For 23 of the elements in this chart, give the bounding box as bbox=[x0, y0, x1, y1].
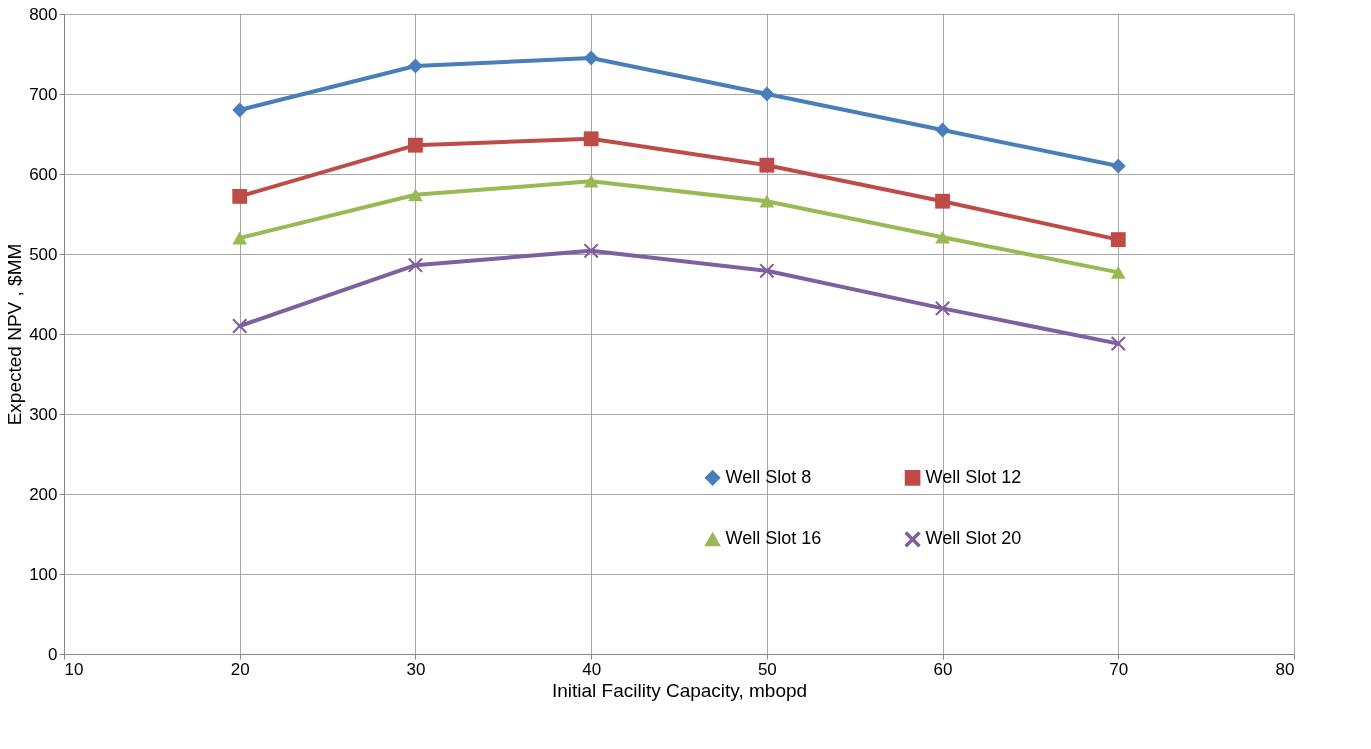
y-tick-label: 0 bbox=[48, 644, 58, 664]
legend-label: Well Slot 8 bbox=[725, 466, 812, 487]
y-tick-label: 400 bbox=[29, 324, 58, 344]
y-tick-label: 100 bbox=[29, 564, 58, 584]
y-tick-label: 600 bbox=[29, 164, 58, 184]
legend-label: Well Slot 12 bbox=[925, 466, 1022, 487]
x-tick-label: 70 bbox=[1109, 659, 1129, 679]
y-tick-label: 700 bbox=[29, 84, 58, 104]
x-tick-label: 60 bbox=[933, 659, 953, 679]
y-tick-label: 200 bbox=[29, 484, 58, 504]
legend-label: Well Slot 16 bbox=[725, 528, 822, 549]
y-tick-label: 500 bbox=[29, 244, 58, 264]
x-tick-label: 20 bbox=[230, 659, 250, 679]
x-tick-label: 80 bbox=[1275, 659, 1295, 679]
x-tick-label: 40 bbox=[582, 659, 602, 679]
x-tick-label: 10 bbox=[64, 659, 84, 679]
x-tick-label: 30 bbox=[406, 659, 426, 679]
x-axis-title: Initial Facility Capacity, mbopd bbox=[551, 679, 808, 701]
legend-label: Well Slot 20 bbox=[925, 528, 1022, 549]
y-tick-label: 800 bbox=[29, 4, 58, 24]
x-tick-label: 50 bbox=[757, 659, 777, 679]
y-tick-label: 300 bbox=[29, 404, 58, 424]
y-axis-title: Expected NPV , $MM bbox=[4, 243, 26, 426]
